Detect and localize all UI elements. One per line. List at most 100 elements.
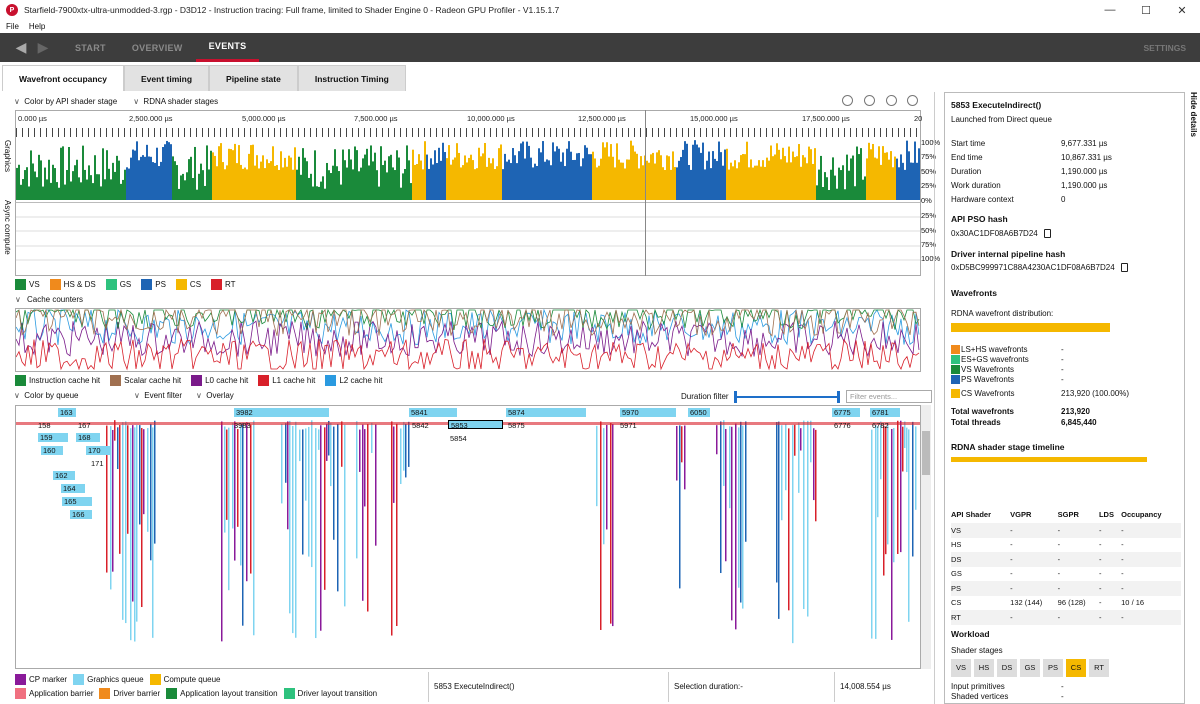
stage-button-rt[interactable]: RT	[1089, 659, 1109, 677]
tab-events[interactable]: EVENTS	[195, 33, 260, 62]
stage-button-cs[interactable]: CS	[1066, 659, 1086, 677]
tab-start[interactable]: START	[75, 42, 106, 53]
event-165[interactable]: 165	[62, 497, 92, 506]
event-3983[interactable]: 3983	[234, 421, 251, 430]
tab-settings[interactable]: SETTINGS	[1143, 42, 1186, 53]
event-5874[interactable]: 5874	[506, 408, 586, 417]
event-6776[interactable]: 6776	[834, 421, 851, 430]
occupancy-bar	[274, 165, 276, 200]
menu-help[interactable]: Help	[28, 22, 46, 31]
event-159[interactable]: 159	[38, 433, 68, 442]
stage-button-gs[interactable]: GS	[1020, 659, 1040, 677]
zoom-to-selection-icon[interactable]	[842, 95, 853, 106]
event-6775[interactable]: 6775	[832, 408, 860, 417]
event-5842[interactable]: 5842	[412, 421, 429, 430]
table-cell: -	[1098, 552, 1122, 567]
tab-overview[interactable]: OVERVIEW	[131, 42, 183, 53]
event-158[interactable]: 158	[38, 421, 51, 430]
occupancy-bar	[512, 148, 514, 200]
color-by-queue-dropdown[interactable]: ∨ Color by queue	[14, 391, 79, 400]
event-5971[interactable]: 5971	[620, 421, 637, 430]
forward-arrow-icon[interactable]: ▶	[37, 39, 49, 55]
stage-mode-dropdown[interactable]: ∨ RDNA shader stages	[133, 97, 218, 106]
occupancy-bar	[154, 162, 156, 200]
event-168[interactable]: 168	[76, 433, 100, 442]
event-6782[interactable]: 6782	[872, 421, 889, 430]
event-160[interactable]: 160	[41, 446, 63, 455]
occupancy-bar	[176, 165, 178, 200]
stage-button-vs[interactable]: VS	[951, 659, 971, 677]
event-5853-selected[interactable]: 5853	[448, 420, 503, 429]
scrollbar-thumb[interactable]	[922, 431, 930, 475]
tab-event-timing[interactable]: Event timing	[124, 65, 210, 91]
timeline-scrollbar[interactable]	[921, 405, 931, 669]
event-164[interactable]: 164	[61, 484, 85, 493]
occupancy-bar	[68, 146, 70, 200]
time-ruler[interactable]: 0.000 µs 2,500.000 µs 5,000.000 µs 7,500…	[15, 110, 922, 138]
event-6050[interactable]: 6050	[688, 408, 710, 417]
occupancy-bar	[664, 169, 666, 200]
occupancy-bar	[216, 166, 218, 200]
hide-details-toggle[interactable]: Hide details	[1189, 92, 1198, 137]
occupancy-bar	[476, 168, 478, 200]
stage-button-ps[interactable]: PS	[1043, 659, 1063, 677]
close-icon[interactable]: ✕	[1177, 4, 1187, 17]
event-filter-dropdown[interactable]: ∨ Event filter	[134, 391, 182, 400]
occupancy-bar	[658, 150, 660, 200]
graphics-occupancy-graph[interactable]	[15, 137, 921, 202]
event-5841[interactable]: 5841	[409, 408, 457, 417]
menu-file[interactable]: File	[6, 22, 19, 31]
tab-instruction-timing[interactable]: Instruction Timing	[297, 65, 406, 91]
filter-events-input[interactable]: Filter events...	[846, 390, 932, 403]
event-5875[interactable]: 5875	[508, 421, 525, 430]
cache-line	[16, 309, 920, 332]
zoom-reset-icon[interactable]	[864, 95, 875, 106]
occupancy-bar	[564, 166, 566, 200]
async-compute-occupancy-graph[interactable]	[15, 202, 921, 276]
event-stripe	[106, 425, 108, 573]
cache-counters-graph[interactable]	[15, 308, 921, 372]
occupancy-bar	[814, 148, 816, 200]
duration-filter-slider[interactable]	[734, 391, 840, 403]
wf-value: -	[1061, 345, 1064, 354]
event-167[interactable]: 167	[78, 421, 91, 430]
event-stripe	[371, 422, 373, 453]
copy-icon[interactable]	[1043, 229, 1051, 239]
event-170[interactable]: 170	[86, 446, 110, 455]
input-primitives: Input primitives -	[951, 682, 1064, 691]
event-171[interactable]: 171	[91, 459, 104, 468]
event-6781[interactable]: 6781	[870, 408, 900, 417]
color-mode-dropdown[interactable]: ∨ Color by API shader stage	[14, 97, 117, 106]
event-163[interactable]: 163	[58, 408, 76, 417]
stage-button-ds[interactable]: DS	[997, 659, 1017, 677]
tab-wavefront-occupancy[interactable]: Wavefront occupancy	[2, 65, 125, 91]
occupancy-bar	[632, 145, 634, 200]
event-timeline[interactable]: 163 3982 5841 5874 5970 6050 6775 6781 1…	[15, 405, 921, 669]
overlay-dropdown[interactable]: ∨ Overlay	[196, 391, 234, 400]
occupancy-bar	[890, 151, 892, 200]
zoom-out-icon[interactable]	[907, 95, 918, 106]
event-3982[interactable]: 3982	[234, 408, 329, 417]
back-arrow-icon[interactable]: ◀	[15, 39, 27, 55]
cache-counters-toggle[interactable]: ∨ Cache counters	[15, 295, 83, 304]
legend-ps: PS	[141, 279, 166, 290]
copy-icon[interactable]	[1120, 263, 1128, 273]
event-stripe	[883, 425, 885, 576]
event-166[interactable]: 166	[70, 510, 92, 519]
slider-handle-max[interactable]	[837, 391, 840, 403]
occupancy-bars	[16, 140, 920, 200]
maximize-icon[interactable]: ☐	[1141, 4, 1151, 17]
zoom-in-icon[interactable]	[886, 95, 897, 106]
occupancy-bar	[36, 177, 38, 200]
event-5854[interactable]: 5854	[450, 434, 467, 443]
minimize-icon[interactable]: —	[1104, 4, 1116, 16]
occupancy-bar	[830, 169, 832, 200]
occupancy-bar	[64, 184, 66, 200]
event-stripe	[891, 428, 893, 640]
panel-divider[interactable]	[934, 92, 935, 704]
tab-pipeline-state[interactable]: Pipeline state	[209, 65, 298, 91]
slider-handle-min[interactable]	[734, 391, 737, 403]
stage-button-hs[interactable]: HS	[974, 659, 994, 677]
event-162[interactable]: 162	[53, 471, 75, 480]
event-5970[interactable]: 5970	[620, 408, 676, 417]
